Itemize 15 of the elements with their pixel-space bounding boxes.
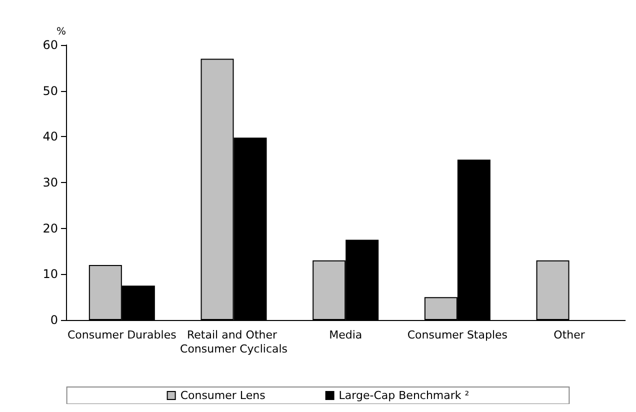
x-tick-label: Media bbox=[329, 328, 362, 342]
y-tick-label: 40 bbox=[42, 130, 58, 144]
x-tick-label: Consumer Durables bbox=[68, 328, 177, 342]
y-tick-label: 0 bbox=[50, 313, 58, 327]
x-tick-label: Consumer Staples bbox=[407, 328, 508, 342]
y-tick-label: 50 bbox=[42, 84, 58, 98]
y-tick-label: 30 bbox=[42, 176, 58, 190]
legend-label: Large-Cap Benchmark ² bbox=[338, 389, 470, 402]
y-tick-label: 10 bbox=[42, 267, 58, 282]
x-tick-label: Other bbox=[554, 328, 586, 342]
x-tick-label: Retail and Other Consumer Cyclicals bbox=[180, 328, 288, 356]
y-tick-label: 20 bbox=[42, 221, 58, 236]
y-tick-label: 60 bbox=[42, 38, 58, 52]
legend-label: Consumer Lens bbox=[180, 389, 266, 402]
y-axis-title: % bbox=[56, 26, 66, 38]
